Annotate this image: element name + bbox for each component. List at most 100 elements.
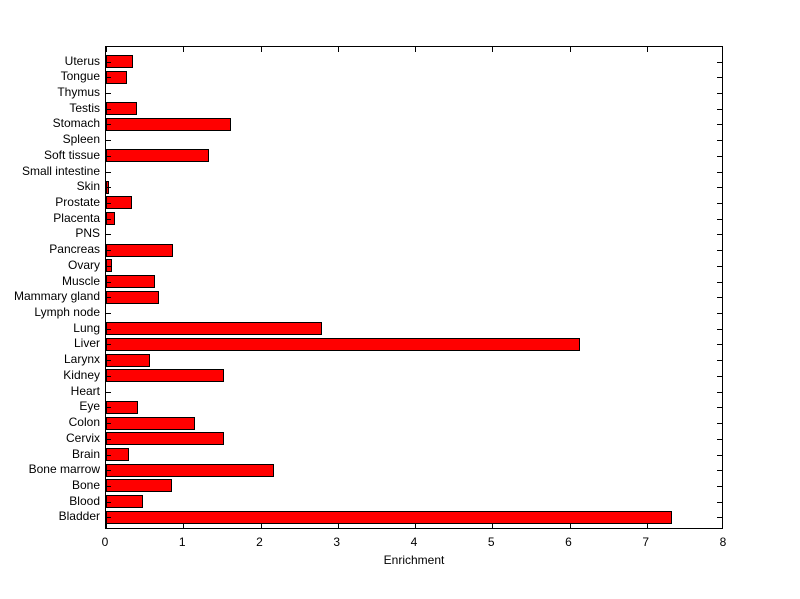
category-label-heart: Heart [70,383,100,398]
y-tick-right [717,202,722,204]
y-tick-left [106,501,111,503]
y-tick-right [717,108,722,110]
category-label-larynx: Larynx [63,352,100,367]
bar-stomach [106,117,232,131]
x-tick-bottom [569,523,571,528]
y-tick-left [106,344,111,346]
y-tick-right [717,407,722,409]
x-tick-label-5: 5 [487,535,495,549]
category-label-stomach: Stomach [52,116,100,131]
y-tick-left [106,202,111,204]
category-label-soft-tissue: Soft tissue [43,147,100,162]
x-tick-label-2: 2 [256,535,263,549]
y-tick-right [717,501,722,503]
y-tick-right [717,454,722,456]
y-tick-right [717,360,722,362]
y-tick-left [106,124,111,126]
y-tick-left [106,454,111,456]
y-tick-left [106,423,111,425]
y-tick-right [717,485,722,487]
y-tick-right [717,265,722,267]
y-tick-left [106,438,111,440]
category-label-eye: Eye [79,399,100,414]
y-tick-right [717,281,722,283]
plot-area [105,46,723,529]
category-label-bone-marrow: Bone marrow [28,462,100,477]
y-tick-left [106,61,111,63]
y-tick-left [106,297,111,299]
y-tick-left [106,187,111,189]
bar-muscle [106,275,156,289]
y-tick-left [106,140,111,142]
bar-pancreas [106,243,174,257]
x-tick-bottom [260,523,262,528]
category-label-brain: Brain [71,446,100,461]
x-tick-top [260,47,262,52]
x-tick-top [106,47,107,52]
y-tick-left [106,407,111,409]
x-tick-top [646,47,648,52]
y-tick-left [106,234,111,236]
category-label-cervix: Cervix [65,430,100,445]
category-label-placenta: Placenta [53,210,100,225]
x-tick-top [337,47,339,52]
category-label-liver: Liver [73,336,100,351]
x-tick-top [183,47,185,52]
category-label-mammary-gland: Mammary gland [13,289,100,304]
y-tick-left [106,92,111,94]
y-tick-right [717,218,722,220]
category-label-pns: PNS [75,226,100,241]
y-tick-left [106,155,111,157]
category-label-lymph-node: Lymph node [34,305,100,320]
category-label-prostate: Prostate [55,194,100,209]
category-label-small-intestine: Small intestine [21,163,100,178]
category-label-lung: Lung [73,320,100,335]
y-tick-right [717,470,722,472]
x-tick-label-6: 6 [565,535,572,549]
category-label-ovary: Ovary [67,257,100,272]
x-tick-label-8: 8 [719,535,727,549]
x-tick-bottom [722,523,723,528]
y-tick-right [717,328,722,330]
y-tick-right [717,234,722,236]
bar-bladder [106,510,673,524]
y-tick-right [717,344,722,346]
y-tick-right [717,140,722,142]
category-label-blood: Blood [69,493,100,508]
y-tick-left [106,171,111,173]
x-tick-bottom [337,523,339,528]
category-label-testis: Testis [69,100,100,115]
x-tick-bottom [492,523,494,528]
y-tick-right [717,438,722,440]
bar-bone [106,479,173,493]
category-label-pancreas: Pancreas [49,242,100,257]
bar-kidney [106,369,225,383]
y-tick-left [106,470,111,472]
bar-bone-marrow [106,463,274,477]
y-tick-right [717,171,722,173]
y-tick-left [106,517,111,519]
y-tick-left [106,375,111,377]
category-label-bone: Bone [71,477,100,492]
x-tick-label-0: 0 [101,535,109,549]
bar-liver [106,337,580,351]
x-tick-bottom [183,523,185,528]
x-tick-top [569,47,571,52]
y-tick-right [717,297,722,299]
y-tick-right [717,77,722,79]
category-label-bladder: Bladder [58,509,100,524]
y-tick-left [106,485,111,487]
category-label-skin: Skin [76,179,100,194]
x-tick-bottom [106,523,107,528]
category-label-uterus: Uterus [64,53,100,68]
category-label-tongue: Tongue [60,69,100,84]
bar-blood [106,495,144,509]
x-axis-label: Enrichment [383,553,445,567]
y-tick-right [717,187,722,189]
x-tick-top [415,47,416,52]
y-tick-left [106,265,111,267]
bar-mammary-gland [106,290,159,304]
y-tick-right [717,92,722,94]
x-tick-label-3: 3 [333,535,341,549]
